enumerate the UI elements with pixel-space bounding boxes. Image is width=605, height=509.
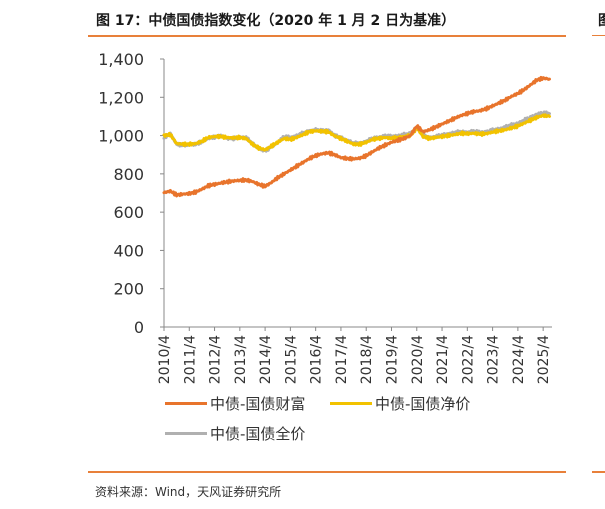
x-tick-label: 2020/4 — [410, 335, 426, 384]
figure-title-bar: 图 17：中债国债指数变化（2020 年 1 月 2 日为基准） — [88, 8, 568, 37]
y-tick-label: 0 — [134, 318, 144, 337]
legend-swatch-net — [330, 402, 372, 405]
x-tick-label: 2014/4 — [258, 335, 274, 384]
x-tick-label: 2015/4 — [283, 335, 299, 384]
source-note: 资料来源：Wind，天风证券研究所 — [95, 485, 282, 499]
figure-title: 图 17：中债国债指数变化（2020 年 1 月 2 日为基准） — [96, 13, 456, 29]
x-tick-label: 2021/4 — [435, 335, 451, 384]
y-tick-label: 400 — [113, 241, 144, 260]
legend-label-net: 中债-国债净价 — [375, 395, 471, 413]
next-figure-divider — [592, 35, 605, 36]
y-tick-label: 1,400 — [98, 50, 144, 69]
x-tick-label: 2011/4 — [182, 335, 198, 384]
x-tick-label: 2019/4 — [384, 335, 400, 384]
legend-swatch-full — [165, 432, 207, 435]
chart-axes: 0 200 400 600 800 1,000 1,200 1,400 2010/4 2011/4… — [98, 50, 552, 384]
x-tick-label: 2024/4 — [511, 335, 527, 384]
title-divider — [88, 35, 566, 37]
x-tick-label: 2017/4 — [334, 335, 350, 384]
y-tick-label: 800 — [113, 165, 144, 184]
legend-label-full: 中债-国债全价 — [210, 425, 306, 443]
next-figure-title-fragment: 图 — [592, 8, 605, 36]
legend-label-wealth: 中债-国债财富 — [210, 395, 306, 413]
x-tick-label: 2018/4 — [359, 335, 375, 384]
x-tick-label: 2013/4 — [233, 335, 249, 384]
x-tick-label: 2025/4 — [536, 335, 552, 384]
x-tick-label: 2016/4 — [309, 335, 325, 384]
x-tick-label: 2022/4 — [460, 335, 476, 384]
x-tick-label: 2010/4 — [157, 335, 173, 384]
x-tick-label: 2012/4 — [208, 335, 224, 384]
footer-divider — [88, 471, 566, 473]
legend-swatch-wealth — [165, 402, 207, 405]
next-footer-divider — [592, 471, 605, 473]
y-tick-label: 600 — [113, 203, 144, 222]
y-tick-label: 200 — [113, 280, 144, 299]
y-tick-label: 1,000 — [98, 127, 144, 146]
series-line-0 — [162, 75, 551, 198]
next-figure-title-char: 图 — [598, 10, 605, 30]
y-tick-label: 1,200 — [98, 88, 144, 107]
series-line-1 — [162, 113, 551, 152]
chart-series — [162, 75, 551, 198]
x-tick-label: 2023/4 — [486, 335, 502, 384]
